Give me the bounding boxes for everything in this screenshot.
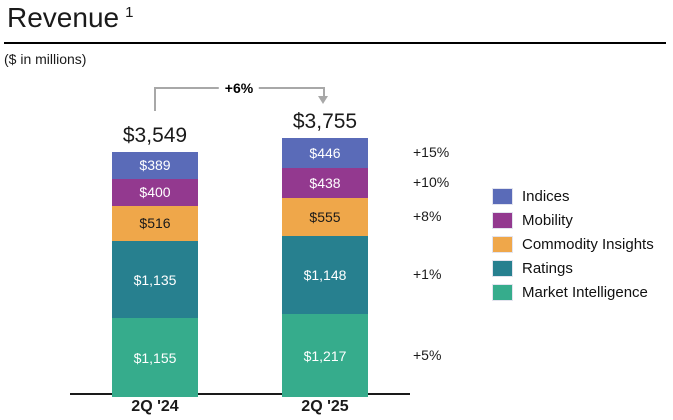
legend-swatch-icon [492, 260, 513, 277]
x-axis-label: 2Q '24 [131, 398, 179, 415]
total-change-label: +6% [218, 80, 260, 96]
legend-swatch-icon [492, 284, 513, 301]
bar-segment: $438 [282, 168, 368, 199]
bar-segment: $400 [112, 178, 198, 206]
stacked-bar: $389 $400 $516 $1,135 $1,155 [112, 152, 198, 398]
growth-label: +10% [413, 174, 450, 191]
legend-item: Market Intelligence [492, 284, 648, 301]
legend-item: Commodity Insights [492, 236, 654, 253]
x-axis-label: 2Q '25 [301, 398, 349, 415]
footnote-marker: 1 [125, 3, 134, 21]
legend-label: Ratings [522, 260, 573, 277]
bar-segment: $1,148 [282, 236, 368, 315]
total-value-label: $3,549 [122, 124, 188, 147]
bar-segment: $1,155 [112, 318, 198, 398]
growth-label: +15% [413, 144, 450, 161]
legend-label: Commodity Insights [522, 236, 654, 253]
legend-label: Indices [522, 188, 570, 205]
title-text: Revenue [7, 2, 120, 33]
bar-segment: $516 [112, 205, 198, 241]
legend-item: Mobility [492, 212, 573, 229]
legend-item: Indices [492, 188, 570, 205]
bar-segment: $446 [282, 137, 368, 169]
x-axis-line [70, 393, 410, 395]
stacked-bar: $446 $438 $555 $1,148 $1,217 [282, 137, 368, 398]
bar-segment: $1,135 [112, 240, 198, 319]
growth-label: +8% [413, 208, 442, 225]
legend-swatch-icon [492, 236, 513, 253]
bar-segment: $1,217 [282, 314, 368, 398]
total-value-label: $3,755 [292, 109, 358, 133]
page-title: Revenue 1 [7, 2, 133, 34]
legend-label: Mobility [522, 212, 573, 229]
change-connector-left-line [154, 87, 156, 111]
growth-label: +1% [413, 266, 442, 283]
legend-item: Ratings [492, 260, 573, 277]
units-label: ($ in millions) [4, 51, 87, 67]
growth-label: +5% [413, 346, 442, 363]
title-divider [4, 42, 666, 44]
bar-segment: $555 [282, 198, 368, 237]
arrow-down-icon [318, 96, 328, 104]
bar-segment: $389 [112, 152, 198, 179]
legend-label: Market Intelligence [522, 284, 648, 301]
legend-swatch-icon [492, 212, 513, 229]
change-connector-right-line [323, 87, 325, 98]
legend-swatch-icon [492, 188, 513, 205]
